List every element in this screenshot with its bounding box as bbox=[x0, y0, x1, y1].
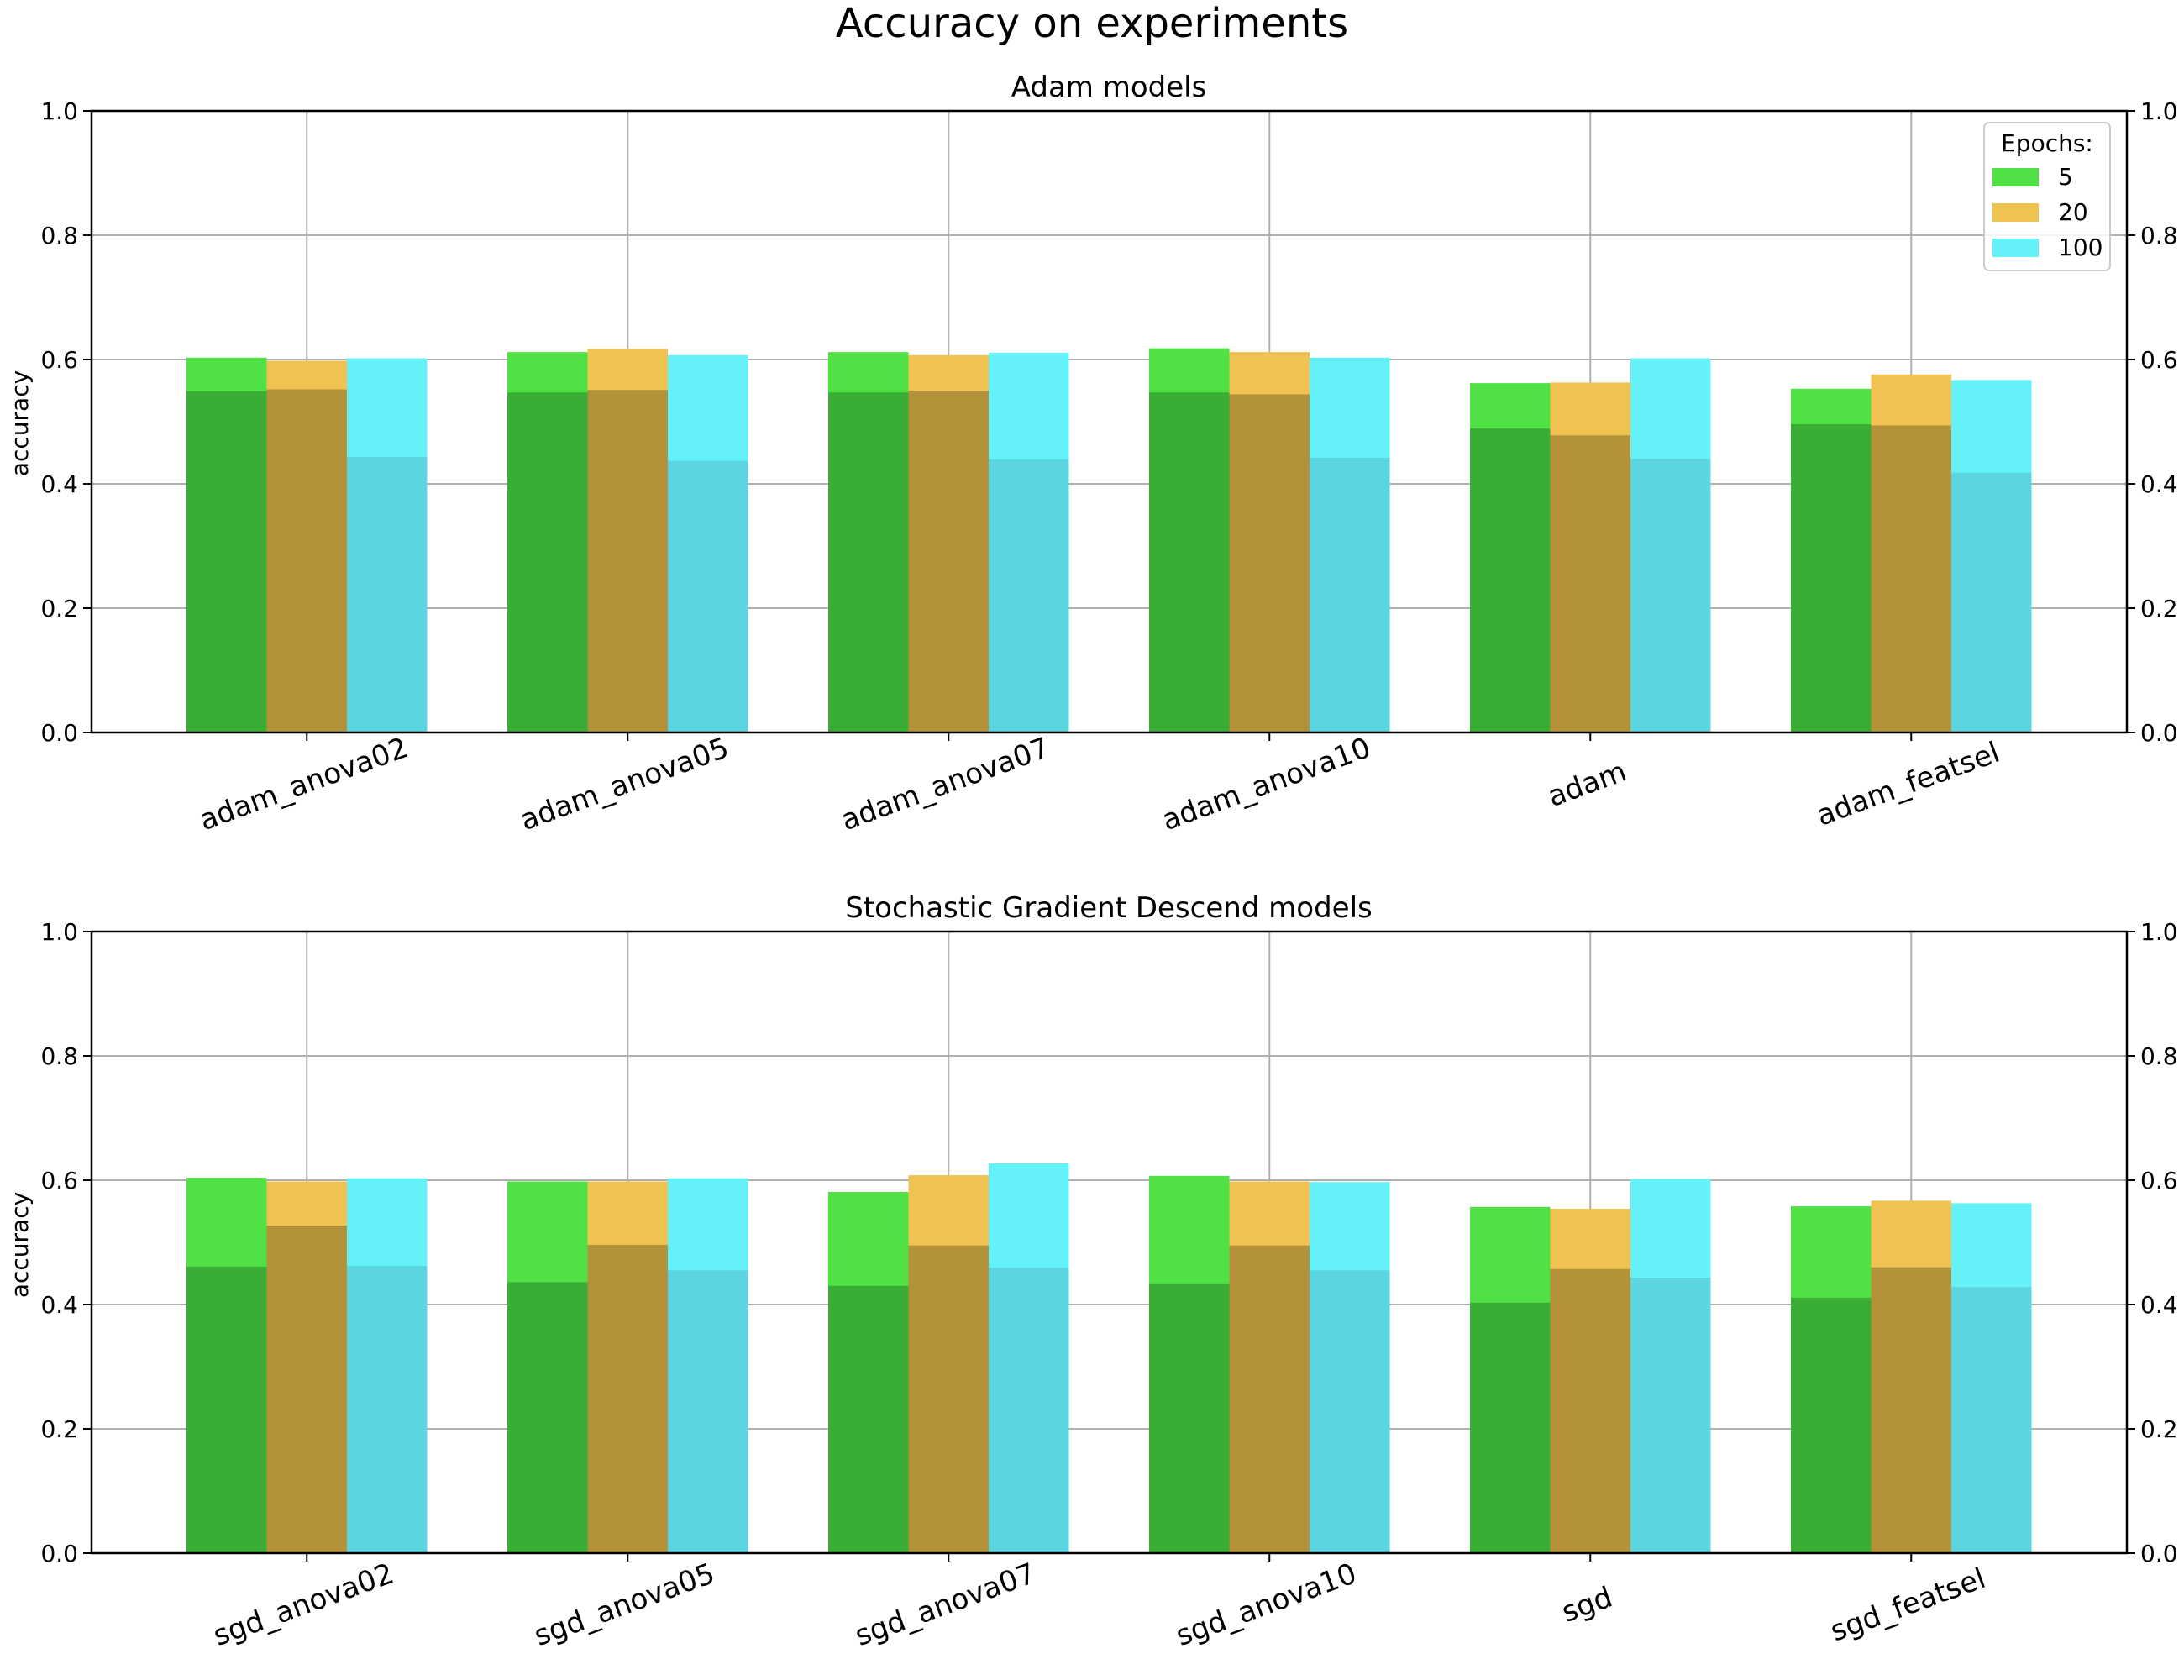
adam-ytick-label-right: 0.6 bbox=[2140, 346, 2178, 374]
adam-xtick-label: adam bbox=[1543, 754, 1630, 814]
sgd-ytick-label-right: 1.0 bbox=[2140, 918, 2178, 946]
sgd-ytick-label-left: 0.0 bbox=[40, 1540, 78, 1567]
adam-bar-epochs-5-base bbox=[1470, 428, 1551, 732]
legend-swatch-20 bbox=[1992, 203, 2039, 222]
sgd-ytick-label-right: 0.8 bbox=[2140, 1042, 2178, 1070]
adam-bar-epochs-100-base bbox=[1310, 457, 1390, 732]
adam-axes-frame bbox=[90, 109, 2129, 734]
adam-subplot: Adam models accuracy 0.0 0.0 0.2 0.2 0.4 0.4 0… bbox=[6, 71, 2178, 837]
sgd-bar-epochs-5-base bbox=[1791, 1297, 1872, 1553]
adam-ytick-label-left: 0.8 bbox=[40, 222, 78, 249]
sgd-ytick-label-left: 0.8 bbox=[40, 1042, 78, 1070]
sgd-bar-epochs-20-base bbox=[1229, 1245, 1310, 1553]
sgd-bar-epochs-100-base bbox=[1951, 1287, 2032, 1553]
adam-bars bbox=[186, 348, 2032, 732]
sgd-bar-epochs-5-base bbox=[186, 1266, 267, 1553]
adam-bar-epochs-5-base bbox=[828, 392, 909, 732]
sgd-y-axis-label: accuracy bbox=[6, 1192, 34, 1298]
sgd-xtick-label: sgd_anova10 bbox=[1172, 1557, 1361, 1653]
adam-bar-epochs-5-base bbox=[507, 392, 588, 732]
sgd-axes-frame bbox=[90, 930, 2129, 1555]
sgd-ytick-label-left: 0.6 bbox=[40, 1167, 78, 1194]
sgd-bar-epochs-5-base bbox=[828, 1285, 909, 1553]
sgd-subplot: Stochastic Gradient Descend models accur… bbox=[6, 891, 2178, 1653]
sgd-xtick-label: sgd_anova05 bbox=[530, 1557, 719, 1653]
legend-label-20: 20 bbox=[2058, 198, 2088, 226]
sgd-bar-epochs-100-base bbox=[989, 1268, 1069, 1553]
adam-ytick-label-right: 0.0 bbox=[2140, 719, 2178, 747]
sgd-bar-epochs-100-base bbox=[347, 1266, 428, 1553]
adam-bar-epochs-100-base bbox=[347, 457, 428, 732]
adam-bar-epochs-20-base bbox=[266, 389, 347, 732]
epochs-legend: Epochs: 5 20 100 bbox=[1983, 122, 2111, 271]
adam-bar-epochs-20-base bbox=[1229, 394, 1310, 732]
adam-xtick-label: adam_anova02 bbox=[195, 731, 412, 837]
sgd-ytick-label-right: 0.0 bbox=[2140, 1540, 2178, 1567]
adam-bar-epochs-20-base bbox=[1550, 435, 1630, 732]
sgd-bar-epochs-20-base bbox=[908, 1245, 989, 1553]
adam-bar-epochs-20-base bbox=[587, 390, 668, 732]
sgd-ytick-label-left: 0.2 bbox=[40, 1415, 78, 1443]
sgd-bar-epochs-5-base bbox=[507, 1282, 588, 1553]
sgd-bar-epochs-100-base bbox=[1630, 1278, 1711, 1553]
sgd-ytick-label-left: 0.4 bbox=[40, 1291, 78, 1319]
legend-swatch-5 bbox=[1992, 168, 2039, 186]
sgd-bar-epochs-20-base bbox=[587, 1244, 668, 1553]
adam-ytick-label-left: 0.0 bbox=[40, 719, 78, 747]
legend-label-100: 100 bbox=[2058, 234, 2103, 261]
sgd-bar-epochs-100-base bbox=[1310, 1270, 1390, 1553]
sgd-bar-epochs-5-base bbox=[1149, 1283, 1230, 1553]
adam-bar-epochs-100-base bbox=[668, 460, 748, 732]
adam-ytick-label-left: 0.2 bbox=[40, 595, 78, 622]
adam-bar-epochs-5-base bbox=[186, 391, 267, 732]
sgd-xtick-label: sgd_anova07 bbox=[851, 1557, 1040, 1653]
sgd-ytick-label-right: 0.6 bbox=[2140, 1167, 2178, 1194]
adam-xtick-label: adam_featsel bbox=[1812, 736, 2003, 833]
sgd-ytick-label-right: 0.4 bbox=[2140, 1291, 2178, 1319]
adam-ytick-label-right: 0.8 bbox=[2140, 222, 2178, 249]
sgd-ytick-label-right: 0.2 bbox=[2140, 1415, 2178, 1443]
legend-title: Epochs: bbox=[2001, 129, 2093, 157]
sgd-subplot-title: Stochastic Gradient Descend models bbox=[845, 891, 1373, 925]
sgd-bar-epochs-100-base bbox=[668, 1270, 748, 1553]
adam-subplot-title: Adam models bbox=[1011, 71, 1207, 104]
adam-bar-epochs-100-base bbox=[1951, 472, 2032, 732]
adam-ytick-label-right: 0.2 bbox=[2140, 595, 2178, 622]
adam-xtick-label: adam_anova05 bbox=[516, 731, 733, 837]
adam-ytick-label-right: 1.0 bbox=[2140, 97, 2178, 125]
sgd-xtick-label: sgd_anova02 bbox=[209, 1557, 398, 1653]
adam-ytick-label-right: 0.4 bbox=[2140, 470, 2178, 498]
legend-swatch-100 bbox=[1992, 239, 2039, 257]
adam-ytick-label-left: 0.6 bbox=[40, 346, 78, 374]
sgd-bar-epochs-20-base bbox=[1871, 1267, 1951, 1553]
sgd-ytick-label-left: 1.0 bbox=[40, 918, 78, 946]
adam-ytick-label-left: 0.4 bbox=[40, 470, 78, 498]
sgd-bar-epochs-5-base bbox=[1470, 1302, 1551, 1553]
adam-ytick-label-left: 1.0 bbox=[40, 97, 78, 125]
sgd-bars bbox=[186, 1163, 2032, 1553]
adam-xtick-label: adam_anova10 bbox=[1158, 731, 1375, 837]
adam-bar-epochs-100-base bbox=[1630, 459, 1711, 732]
legend-label-5: 5 bbox=[2058, 163, 2073, 191]
adam-xtick-label: adam_anova07 bbox=[837, 731, 1054, 837]
sgd-bar-epochs-20-base bbox=[266, 1226, 347, 1553]
sgd-xtick-label: sgd bbox=[1557, 1580, 1617, 1629]
sgd-bar-epochs-20-base bbox=[1550, 1268, 1630, 1553]
adam-bar-epochs-5-base bbox=[1791, 423, 1872, 732]
adam-bar-epochs-5-base bbox=[1149, 392, 1230, 732]
adam-bar-epochs-20-base bbox=[1871, 425, 1951, 732]
adam-y-axis-label: accuracy bbox=[6, 370, 34, 476]
adam-bar-epochs-100-base bbox=[989, 459, 1069, 732]
adam-bar-epochs-20-base bbox=[908, 391, 989, 732]
sgd-xtick-label: sgd_featsel bbox=[1826, 1562, 1990, 1649]
legend-frame bbox=[1983, 122, 2111, 271]
figure-title: Accuracy on experiments bbox=[836, 0, 1348, 47]
